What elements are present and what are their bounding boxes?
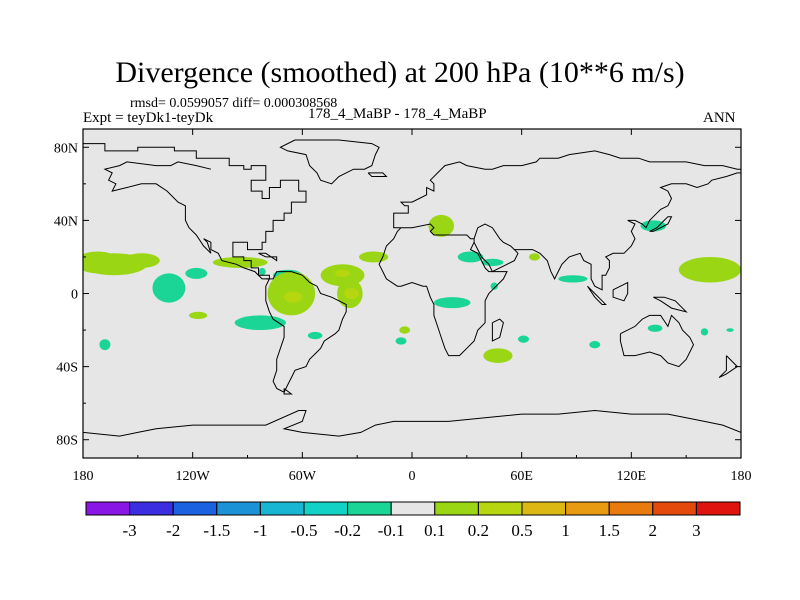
colorbar-swatch bbox=[390, 501, 436, 516]
y-tick-label: 80S bbox=[56, 434, 78, 449]
divergence-region bbox=[335, 269, 350, 278]
coastline bbox=[653, 296, 688, 313]
divergence-region bbox=[395, 337, 407, 345]
x-tick-label: 0 bbox=[409, 469, 416, 484]
divergence-region bbox=[518, 335, 529, 343]
colorbar-swatch bbox=[259, 501, 305, 516]
divergence-region bbox=[284, 291, 303, 303]
coastline bbox=[258, 252, 278, 262]
divergence-region bbox=[490, 282, 498, 290]
colorbar-swatch bbox=[565, 501, 610, 516]
coastline bbox=[619, 314, 695, 368]
colorbar-label: -3 bbox=[123, 521, 137, 540]
coastline bbox=[279, 139, 380, 185]
colorbar-label: 1 bbox=[561, 521, 570, 540]
coastline bbox=[718, 355, 739, 379]
divergence-region bbox=[481, 258, 504, 267]
colorbar-swatch bbox=[303, 501, 349, 516]
colorbar-swatch bbox=[172, 501, 218, 516]
coastline bbox=[393, 150, 741, 229]
colorbar-swatch bbox=[521, 501, 567, 516]
divergence-region bbox=[99, 339, 111, 351]
colorbar-swatch bbox=[434, 501, 479, 516]
season-label: ANN bbox=[703, 110, 736, 126]
divergence-region bbox=[307, 331, 323, 340]
colorbar-label: 1.5 bbox=[599, 521, 620, 540]
coastline bbox=[283, 388, 293, 395]
rmsd-diff-label: rmsd= 0.0599057 diff= 0.000308568 bbox=[130, 96, 338, 111]
coastline bbox=[491, 318, 504, 342]
colorbar-swatch bbox=[608, 501, 654, 516]
coastline bbox=[649, 216, 673, 232]
plot-background bbox=[83, 129, 741, 458]
colorbar-swatch bbox=[216, 501, 261, 516]
axes: 180 120W 60W 0 60E 120E 180 80N 40N 0 40S 80S bbox=[54, 129, 752, 484]
divergence-region bbox=[589, 341, 601, 349]
y-tick-label: 40S bbox=[56, 361, 78, 376]
divergence-region bbox=[123, 253, 160, 268]
colorbar-label: -0.2 bbox=[334, 521, 361, 540]
coastline bbox=[83, 143, 307, 280]
divergence-region bbox=[185, 267, 208, 279]
divergence-region bbox=[647, 324, 663, 332]
colorbar-label: -1.5 bbox=[203, 521, 230, 540]
coastline bbox=[265, 271, 347, 393]
coastline bbox=[514, 172, 741, 291]
colorbar-swatch bbox=[652, 501, 697, 516]
coastline bbox=[83, 409, 741, 437]
coastline bbox=[612, 281, 629, 302]
divergence-region bbox=[678, 256, 741, 283]
colorbar-swatch bbox=[129, 501, 174, 516]
x-tick-label: 120W bbox=[176, 469, 211, 484]
colorbar-swatch bbox=[85, 501, 131, 516]
divergence-region bbox=[433, 297, 471, 309]
experiment-label: Expt = teyDk1-teyDk bbox=[83, 110, 214, 126]
divergence-region bbox=[344, 288, 359, 299]
divergence-region bbox=[258, 267, 266, 276]
x-tick-label: 180 bbox=[73, 469, 94, 484]
x-tick-label: 180 bbox=[731, 469, 752, 484]
divergence-field bbox=[83, 214, 741, 363]
divergence-region bbox=[528, 253, 540, 261]
y-tick-label: 0 bbox=[71, 288, 78, 303]
divergence-region bbox=[558, 275, 588, 283]
coastline bbox=[367, 172, 388, 177]
divergence-region bbox=[152, 273, 186, 303]
divergence-region bbox=[399, 326, 411, 334]
divergence-region bbox=[726, 328, 734, 332]
chart-title: Divergence (smoothed) at 200 hPa (10**6 … bbox=[115, 56, 685, 89]
colorbar-label: 0.1 bbox=[424, 521, 445, 540]
divergence-region bbox=[483, 348, 513, 363]
divergence-region bbox=[457, 251, 484, 263]
colorbar-label: -2 bbox=[166, 521, 180, 540]
coastlines bbox=[83, 139, 741, 437]
case-label: 178_4_MaBP - 178_4_MaBP bbox=[308, 106, 487, 122]
divergence-region bbox=[700, 328, 709, 336]
coastline bbox=[378, 223, 508, 357]
colorbar-label: -0.1 bbox=[378, 521, 405, 540]
y-tick-label: 40N bbox=[54, 214, 78, 229]
x-tick-label: 60E bbox=[510, 469, 533, 484]
divergence-region bbox=[189, 311, 208, 320]
colorbar-label: -1 bbox=[253, 521, 267, 540]
colorbar-label: 2 bbox=[649, 521, 658, 540]
x-tick-label: 120E bbox=[617, 469, 647, 484]
divergence-region bbox=[212, 256, 268, 268]
colorbar-label: 0.2 bbox=[468, 521, 489, 540]
colorbar-label: 3 bbox=[692, 521, 701, 540]
divergence-region bbox=[428, 214, 455, 237]
colorbar: -3 -2 -1.5 -1 -0.5 -0.2 -0.1 0.1 0.2 0.5 1 1.5 2 3 bbox=[85, 501, 741, 540]
x-tick-label: 60W bbox=[289, 469, 317, 484]
colorbar-swatch bbox=[477, 501, 523, 516]
coastline bbox=[473, 223, 519, 273]
y-tick-label: 80N bbox=[54, 141, 78, 156]
colorbar-label: -0.5 bbox=[291, 521, 318, 540]
colorbar-label: 0.5 bbox=[511, 521, 532, 540]
coastline bbox=[587, 285, 607, 305]
colorbar-swatch bbox=[347, 501, 392, 516]
colorbar-swatch bbox=[695, 501, 741, 516]
